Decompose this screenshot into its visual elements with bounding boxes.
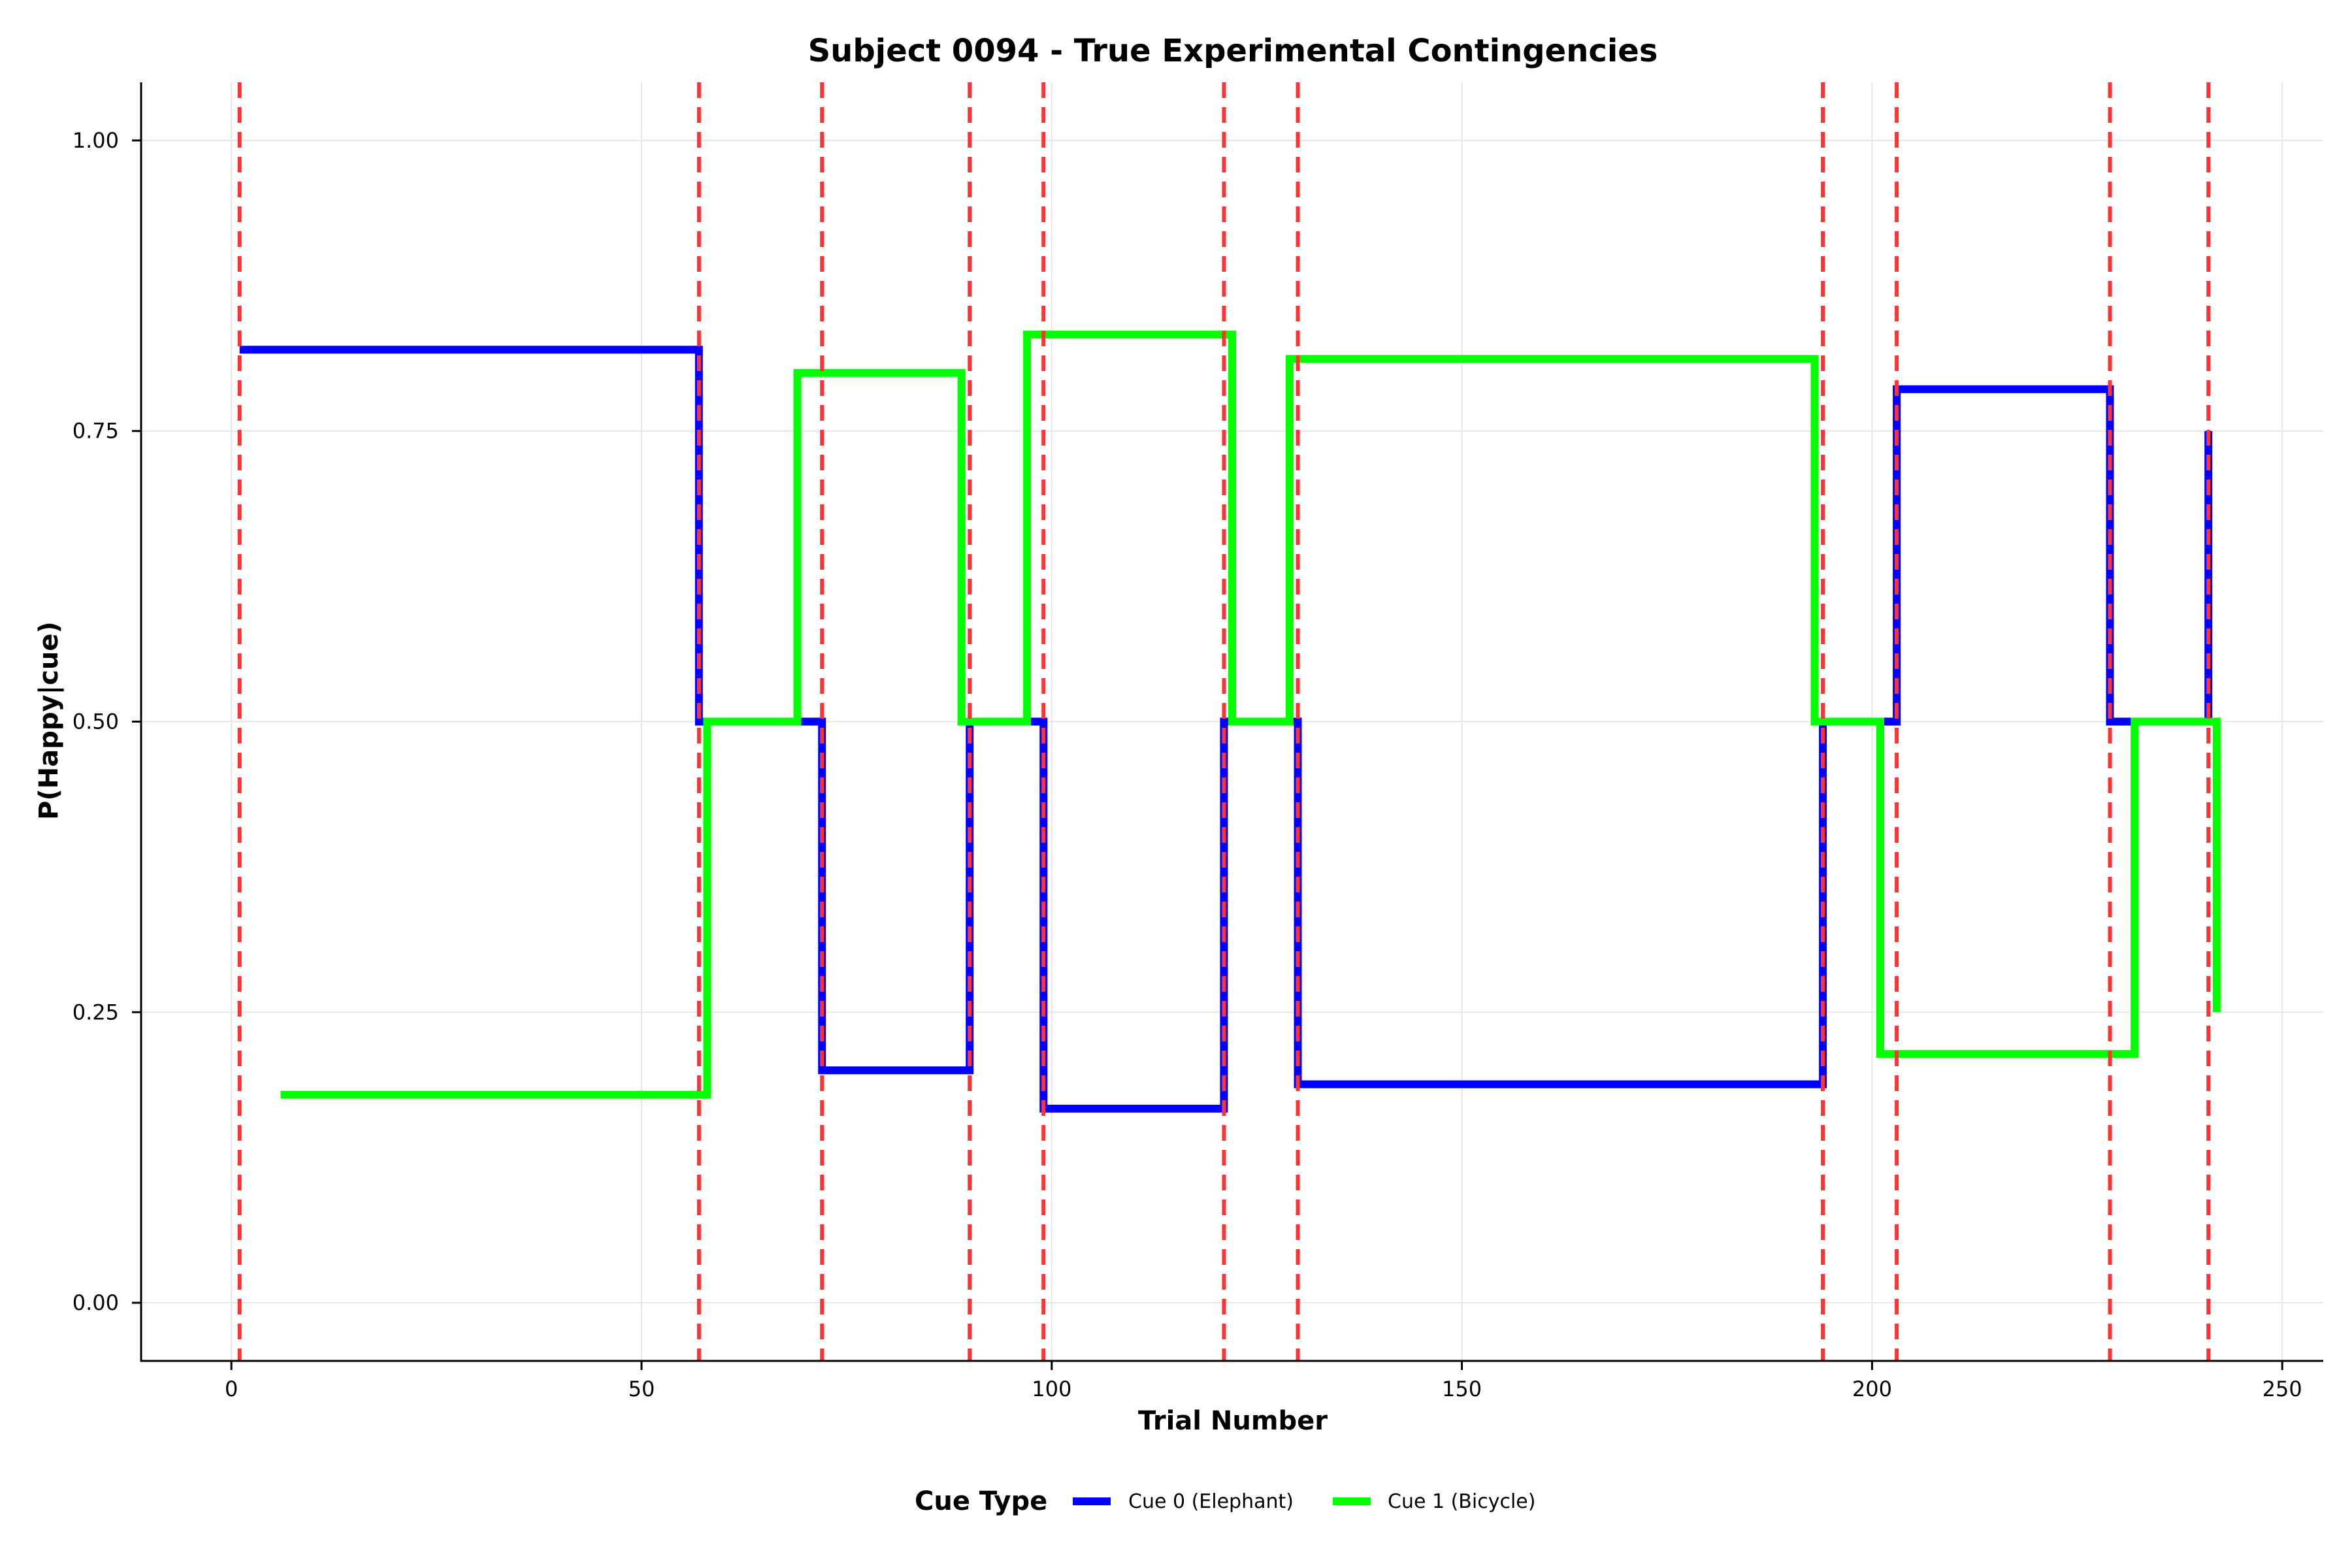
legend-label-cue0: Cue 0 (Elephant) xyxy=(1128,1490,1294,1513)
legend-title: Cue Type xyxy=(915,1486,1047,1516)
x-tick-label: 0 xyxy=(225,1377,238,1401)
x-tick-label: 100 xyxy=(1032,1377,1071,1401)
chart-title: Subject 0094 - True Experimental Conting… xyxy=(808,33,1658,69)
changepoint-layer xyxy=(237,82,2211,1361)
y-tick-label: 0.00 xyxy=(73,1290,119,1315)
x-tick-label: 200 xyxy=(1852,1377,1892,1401)
legend-label-cue1: Cue 1 (Bicycle) xyxy=(1388,1490,1535,1513)
x-tick-label: 150 xyxy=(1442,1377,1482,1401)
y-tick-label: 1.00 xyxy=(73,128,119,153)
legend: Cue Type Cue 0 (Elephant) Cue 1 (Bicycle… xyxy=(915,1486,1535,1516)
x-tick-label: 250 xyxy=(2262,1377,2302,1401)
tick-layer: 0 50 100 150 200 250 0.00 0.25 0.50 0.75 1.00 xyxy=(73,128,2302,1401)
x-axis-label: Trial Number xyxy=(1138,1406,1328,1436)
y-tick-label: 0.25 xyxy=(73,1000,119,1024)
x-tick-label: 50 xyxy=(629,1377,655,1401)
series-line-cue1 xyxy=(280,331,2221,1099)
y-axis-label: P(Happy|cue) xyxy=(34,621,65,820)
y-tick-label: 0.50 xyxy=(73,710,119,734)
y-tick-label: 0.75 xyxy=(73,419,119,444)
